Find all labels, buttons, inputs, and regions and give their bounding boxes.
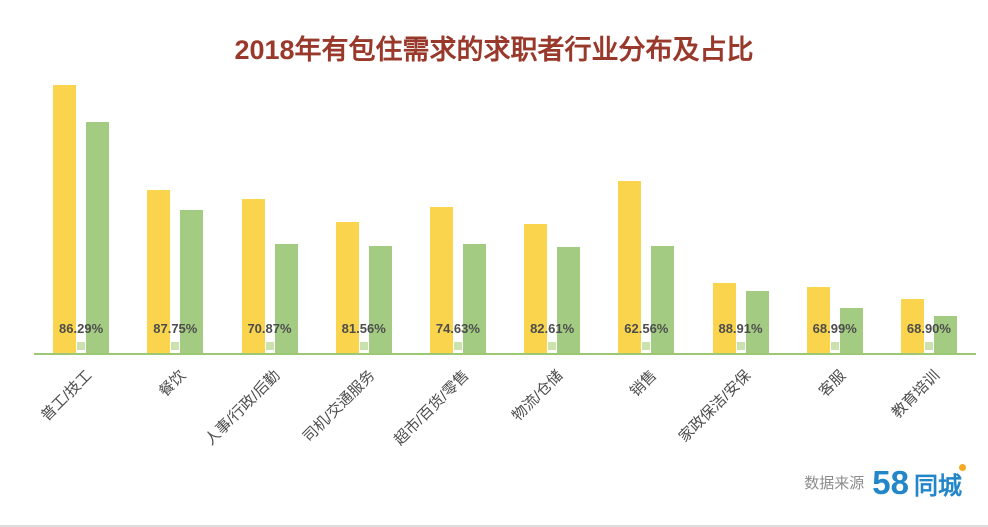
- axis-tick: [642, 342, 651, 350]
- axis-tick: [548, 342, 557, 350]
- yellow-bar: [429, 206, 453, 353]
- green-bar: [557, 246, 581, 353]
- category-label: 餐饮: [156, 367, 190, 401]
- green-bar: [745, 291, 769, 353]
- yellow-bar: [806, 287, 830, 353]
- category-label: 教育培训: [888, 367, 944, 422]
- yellow-bar: [147, 189, 171, 353]
- axis-tick: [830, 342, 839, 350]
- green-bar: [462, 243, 486, 353]
- axis-tick: [736, 342, 745, 350]
- category-label: 销售: [627, 367, 661, 401]
- category-label: 普工/技工: [37, 367, 96, 425]
- bar-group: 62.56% 销售: [599, 85, 693, 400]
- category-label: 家政保洁/安保: [676, 367, 755, 446]
- green-bar: [933, 316, 957, 353]
- axis-tick: [265, 342, 274, 350]
- yellow-bar: [241, 198, 265, 353]
- logo-city-text: 同城: [914, 473, 962, 500]
- percent-label: 82.61%: [530, 321, 575, 336]
- bar-group: 74.63% 超市/百货/零售: [391, 85, 505, 449]
- data-source-label: 数据来源: [804, 475, 865, 492]
- logo-58-text: 58: [872, 464, 909, 501]
- axis-tick: [453, 342, 462, 350]
- green-bar: [368, 245, 392, 353]
- yellow-bar: [618, 181, 642, 353]
- percent-label: 70.87%: [247, 321, 292, 336]
- axis-tick: [171, 342, 180, 350]
- green-bar: [86, 121, 110, 353]
- category-label: 超市/百货/零售: [390, 367, 473, 449]
- yellow-bar: [53, 85, 77, 353]
- logo-58tongcheng: 58 同城: [872, 464, 966, 501]
- logo-spark-icon: [959, 464, 966, 471]
- percent-label: 74.63%: [435, 321, 480, 336]
- percent-label: 88.91%: [718, 321, 763, 336]
- percent-label: 86.29%: [59, 321, 104, 336]
- percent-label: 62.56%: [624, 321, 669, 336]
- green-bar: [839, 307, 863, 353]
- bar-groups: 86.29% 普工/技工 87.75% 餐饮 70.87% 人事/行政/后勤 81.56% 司…: [34, 85, 976, 449]
- bar-group: 68.99% 客服: [788, 85, 882, 400]
- category-label: 人事/行政/后勤: [202, 367, 284, 449]
- percent-label: 68.99%: [812, 321, 857, 336]
- bar-group: 86.29% 普工/技工: [34, 85, 128, 425]
- axis-tick: [77, 342, 86, 350]
- category-label: 客服: [815, 367, 849, 401]
- bar-group: 70.87% 人事/行政/后勤: [202, 85, 316, 449]
- yellow-bar: [900, 299, 924, 353]
- chart-title: 2018年有包住需求的求职者行业分布及占比: [234, 35, 754, 65]
- yellow-bar: [712, 283, 736, 353]
- category-label: 司机/交通服务: [299, 367, 378, 446]
- axis-tick: [924, 342, 933, 350]
- yellow-bar: [524, 224, 548, 353]
- bar-group: 82.61% 物流/仓储: [505, 85, 599, 425]
- category-label: 物流/仓储: [508, 367, 567, 425]
- yellow-bar: [335, 221, 359, 353]
- green-bar: [180, 209, 204, 353]
- plot-area: 86.29% 普工/技工 87.75% 餐饮 70.87% 人事/行政/后勤 81.56% 司…: [34, 85, 976, 449]
- percent-label: 81.56%: [341, 321, 386, 336]
- data-source-footer: 数据来源 58 同城: [804, 464, 966, 501]
- percent-label: 87.75%: [153, 321, 198, 336]
- bar-group: 87.75% 餐饮: [128, 85, 222, 400]
- bar-group: 88.91% 家政保洁/安保: [676, 85, 787, 446]
- bar-group: 68.90% 教育培训: [882, 85, 976, 422]
- percent-label: 68.90%: [906, 321, 951, 336]
- bar-group: 81.56% 司机/交通服务: [299, 85, 411, 446]
- green-bar: [274, 243, 298, 353]
- green-bar: [651, 245, 675, 353]
- axis-tick: [359, 342, 368, 350]
- x-axis-line: [34, 353, 976, 355]
